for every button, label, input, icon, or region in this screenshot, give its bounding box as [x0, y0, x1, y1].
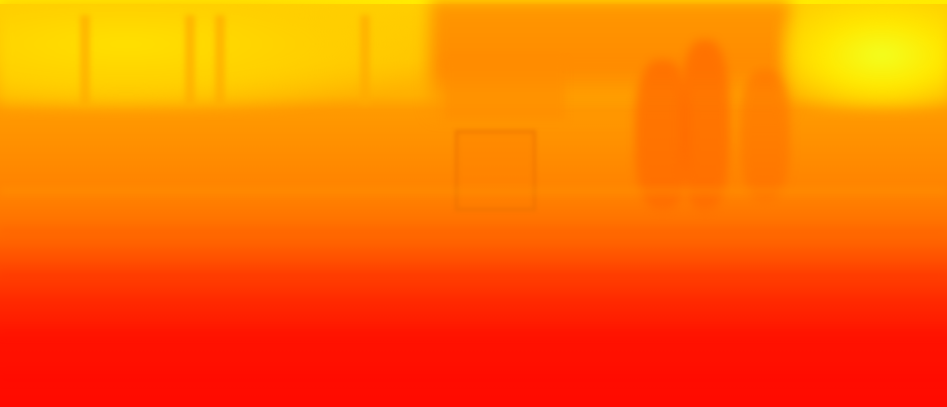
person-silhouette — [680, 40, 730, 210]
floor-band — [0, 228, 947, 234]
person-silhouette — [740, 70, 790, 200]
bright-window-region-right — [780, 0, 947, 110]
cabinet — [455, 130, 536, 211]
floor-band — [0, 330, 947, 336]
window-frame — [360, 15, 370, 105]
counter-top — [445, 60, 565, 120]
window-frame — [80, 15, 90, 105]
floor-band — [0, 188, 947, 194]
floor-band — [0, 375, 947, 381]
bright-window-region-left — [0, 0, 420, 110]
window-frame — [185, 15, 195, 105]
window-frame — [215, 15, 225, 105]
floor-band — [0, 272, 947, 278]
